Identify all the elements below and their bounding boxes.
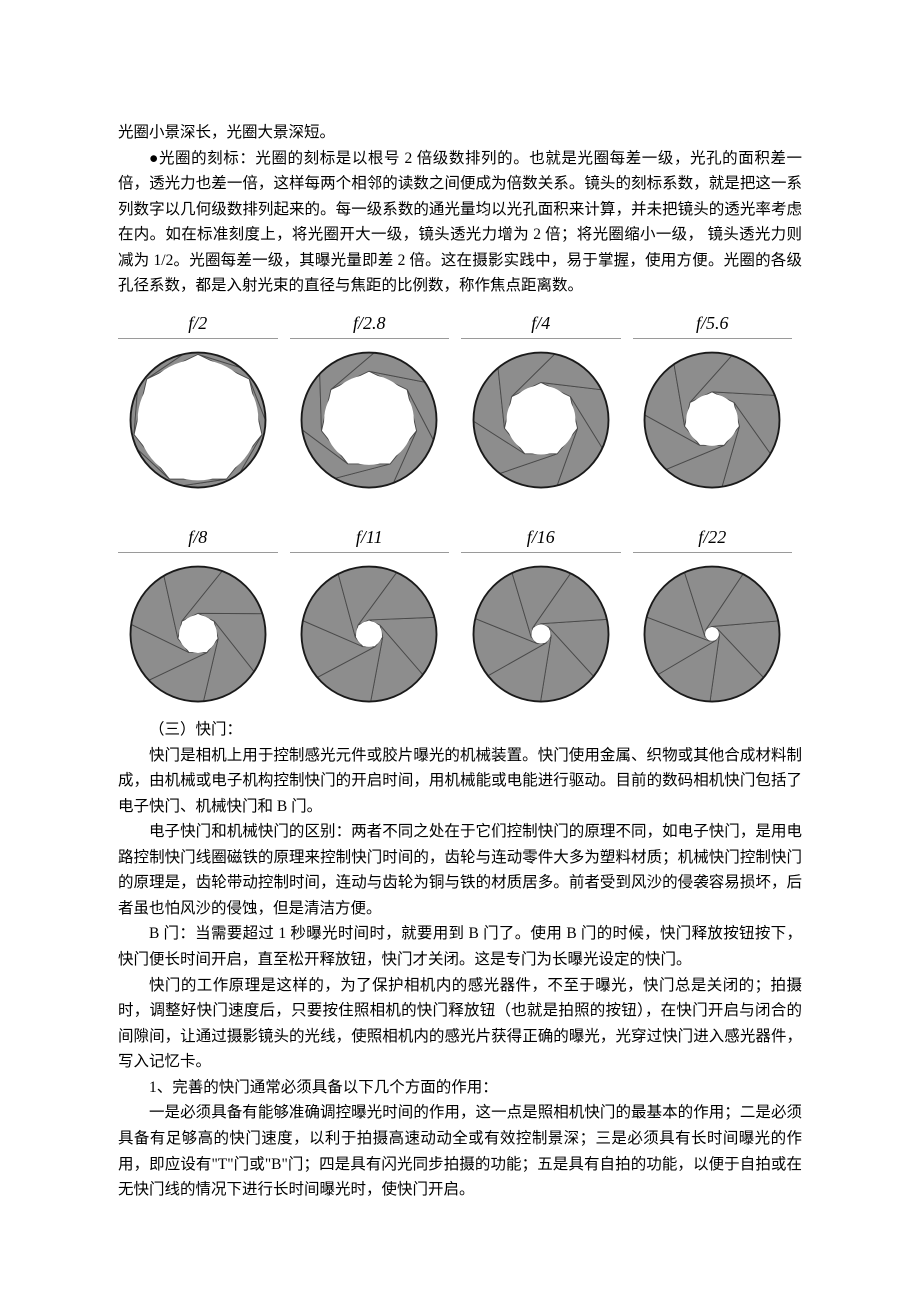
aperture-cell: f/2 bbox=[118, 313, 278, 495]
aperture-label: f/2 bbox=[118, 313, 278, 339]
aperture-diagram-icon bbox=[294, 345, 444, 495]
aperture-label: f/22 bbox=[633, 527, 793, 553]
aperture-diagram-icon bbox=[466, 345, 616, 495]
body-text: B 门：当需要超过 1 秒曝光时间时，就要用到 B 门了。使用 B 门的时候，快… bbox=[118, 921, 802, 972]
document-page: 光圈小景深长，光圈大景深短。 ●光圈的刻标：光圈的刻标是以根号 2 倍级数排列的… bbox=[0, 0, 920, 1283]
aperture-diagram-icon bbox=[637, 345, 787, 495]
aperture-label: f/16 bbox=[461, 527, 621, 553]
aperture-label: f/11 bbox=[290, 527, 450, 553]
aperture-cell: f/8 bbox=[118, 527, 278, 709]
aperture-label: f/5.6 bbox=[633, 313, 793, 339]
body-text: 快门是相机上用于控制感光元件或胶片曝光的机械装置。快门使用金属、织物或其他合成材… bbox=[118, 743, 802, 820]
body-text: 1、完善的快门通常必须具备以下几个方面的作用： bbox=[118, 1075, 802, 1101]
body-text: ●光圈的刻标：光圈的刻标是以根号 2 倍级数排列的。也就是光圈每差一级，光孔的面… bbox=[118, 146, 802, 299]
aperture-label: f/8 bbox=[118, 527, 278, 553]
aperture-diagram-icon bbox=[123, 345, 273, 495]
aperture-diagram-icon bbox=[637, 559, 787, 709]
aperture-cell: f/4 bbox=[461, 313, 621, 495]
section-heading: （三）快门： bbox=[118, 717, 802, 743]
aperture-cell: f/22 bbox=[633, 527, 793, 709]
aperture-label: f/4 bbox=[461, 313, 621, 339]
aperture-figure-grid: f/2 f/2.8 f/4 f/5.6 f/8 f/11 f/16 f/22 bbox=[118, 313, 802, 709]
aperture-cell: f/5.6 bbox=[633, 313, 793, 495]
aperture-cell: f/2.8 bbox=[290, 313, 450, 495]
aperture-diagram-icon bbox=[466, 559, 616, 709]
aperture-diagram-icon bbox=[123, 559, 273, 709]
aperture-cell: f/11 bbox=[290, 527, 450, 709]
body-text: 快门的工作原理是这样的，为了保护相机内的感光器件，不至于曝光，快门总是关闭的；拍… bbox=[118, 973, 802, 1075]
body-text: 一是必须具备有能够准确调控曝光时间的作用，这一点是照相机快门的最基本的作用；二是… bbox=[118, 1100, 802, 1202]
aperture-cell: f/16 bbox=[461, 527, 621, 709]
body-text: 光圈小景深长，光圈大景深短。 bbox=[118, 120, 802, 146]
aperture-diagram-icon bbox=[294, 559, 444, 709]
aperture-label: f/2.8 bbox=[290, 313, 450, 339]
body-text: 电子快门和机械快门的区别：两者不同之处在于它们控制快门的原理不同，如电子快门，是… bbox=[118, 819, 802, 921]
